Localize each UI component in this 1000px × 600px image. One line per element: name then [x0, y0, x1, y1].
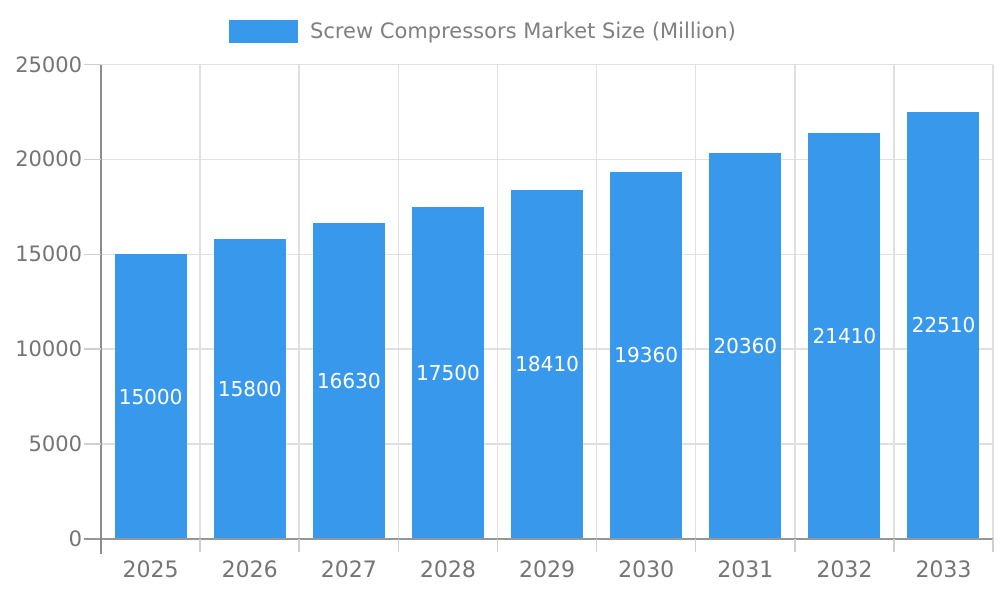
bar [808, 132, 881, 539]
bar [511, 189, 583, 539]
bar [114, 254, 187, 539]
y-gridline [101, 63, 993, 66]
x-tick [794, 539, 796, 552]
bar-value-label: 18410 [515, 352, 579, 377]
x-gridline [199, 64, 201, 539]
y-tick [84, 443, 101, 445]
x-tick [199, 539, 201, 552]
bar-value-label: 15800 [217, 377, 282, 402]
y-axis-line [100, 64, 102, 554]
bar [213, 239, 286, 539]
x-tick [992, 539, 994, 552]
y-tick [84, 63, 101, 66]
bar-value-label: 17500 [416, 360, 480, 385]
bar [610, 171, 683, 539]
bar [312, 223, 385, 539]
y-tick-label: 0 [68, 527, 82, 551]
x-gridline [397, 64, 400, 539]
bar-value-label: 15000 [118, 384, 183, 409]
x-gridline [496, 64, 499, 539]
y-tick-label: 5000 [28, 432, 82, 457]
x-gridline [893, 64, 895, 539]
bar-value-label: 21410 [812, 323, 877, 348]
x-tick-label: 2026 [221, 558, 278, 583]
x-tick [595, 539, 598, 552]
y-tick-label: 15000 [15, 242, 82, 267]
x-tick [397, 539, 400, 552]
bar-value-label: 19360 [614, 343, 678, 368]
y-tick-label: 25000 [15, 52, 82, 77]
bar-value-label: 16630 [316, 369, 381, 394]
y-tick-label: 10000 [15, 337, 82, 362]
x-gridline [794, 64, 796, 539]
x-tick-label: 2032 [816, 558, 873, 583]
x-gridline [992, 64, 994, 539]
x-tick [298, 539, 300, 552]
y-tick [84, 348, 101, 350]
x-tick [496, 539, 499, 552]
x-axis-line [84, 538, 993, 540]
y-tick [84, 158, 101, 161]
x-tick-label: 2031 [717, 558, 774, 583]
x-gridline [595, 64, 598, 539]
bar [709, 152, 782, 539]
x-tick [893, 539, 895, 552]
y-tick [84, 253, 101, 256]
x-gridline [694, 64, 697, 539]
y-gridline [101, 158, 993, 161]
x-tick-label: 2025 [122, 558, 179, 583]
x-gridline [298, 64, 300, 539]
x-tick-label: 2027 [320, 558, 377, 583]
x-tick-label: 2028 [419, 558, 476, 583]
y-tick-label: 20000 [15, 147, 82, 172]
bar-value-label: 22510 [911, 313, 976, 338]
x-tick-label: 2033 [915, 558, 972, 583]
x-tick [694, 539, 697, 552]
x-tick-label: 2030 [618, 558, 675, 583]
bar [411, 206, 484, 539]
bar-value-label: 20360 [713, 333, 778, 358]
legend-label: Screw Compressors Market Size (Million) [310, 19, 736, 43]
legend-swatch[interactable] [229, 20, 298, 43]
x-tick-label: 2029 [519, 558, 575, 583]
bar [907, 111, 980, 539]
